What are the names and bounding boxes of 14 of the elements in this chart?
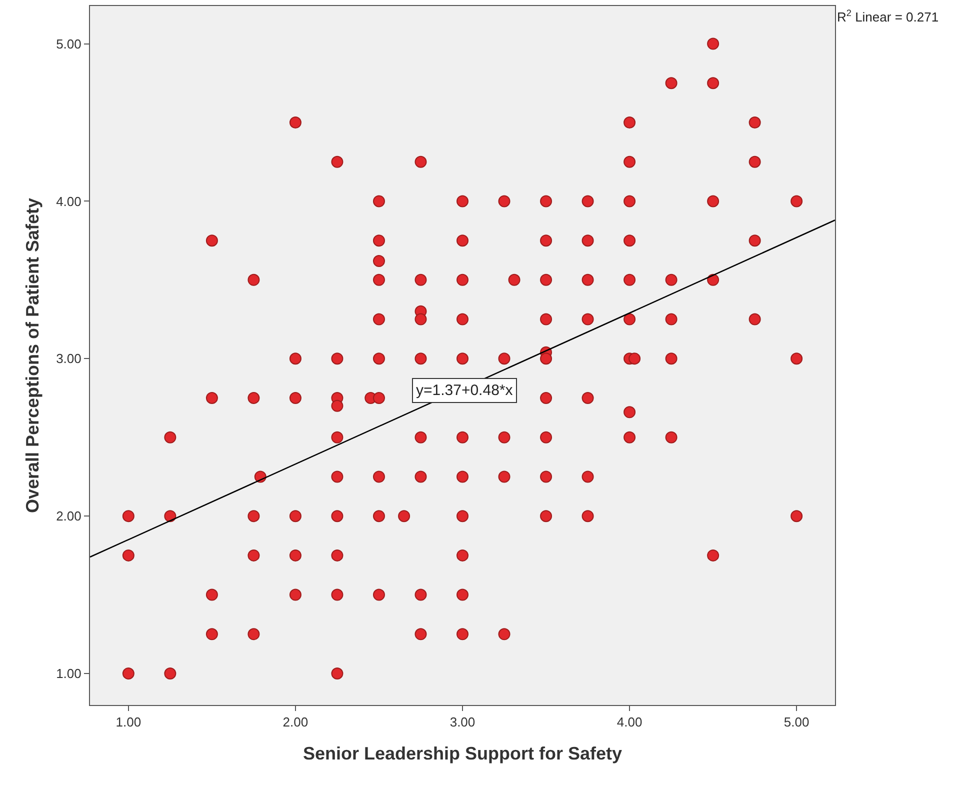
x-tick-label: 5.00 <box>784 714 810 730</box>
text: R$^{2}$ Linear = 0.271 <box>837 8 939 24</box>
y-tick-label: 4.00 <box>56 194 82 209</box>
x-axis-title: Senior Leadership Support for Safety <box>302 744 622 764</box>
y-tick-label: 5.00 <box>56 36 82 52</box>
x-tick-label: 4.00 <box>616 714 642 730</box>
x-tick-label: 1.00 <box>116 714 142 730</box>
y-tick-label: 3.00 <box>56 351 82 366</box>
y-tick-label: 1.00 <box>56 666 82 682</box>
annotation: y=1.37+0.48*x <box>416 382 514 399</box>
y-axis-title: Overall Perceptions of Patient Safety <box>22 198 42 514</box>
x-tick-label: 2.00 <box>282 714 308 730</box>
x-tick-label: 3.00 <box>450 714 476 730</box>
y-tick-label: 2.00 <box>56 508 82 524</box>
